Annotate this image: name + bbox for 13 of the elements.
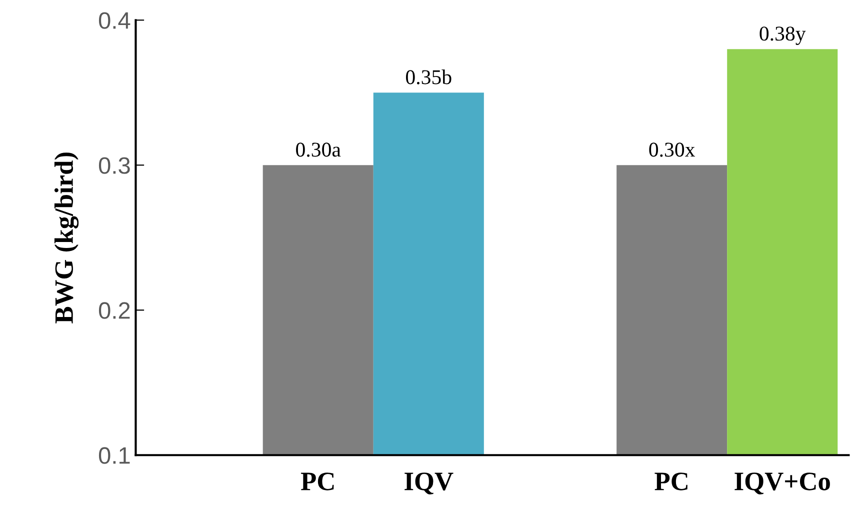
data-label: 0.30x <box>649 142 696 157</box>
y-tick-label: 0.3 <box>98 157 130 174</box>
x-tick-label: IQV+Co <box>734 472 830 494</box>
data-label: 0.30a <box>296 142 341 157</box>
y-tick-label: 0.4 <box>98 12 130 29</box>
x-tick-label: PC <box>654 472 688 490</box>
y-tick-label: 0.2 <box>98 302 130 319</box>
y-tick-label: 0.1 <box>98 447 130 464</box>
data-label: 0.35b <box>406 70 452 84</box>
y-axis-title: BWG (kg/bird) <box>54 152 79 324</box>
data-label: 0.38y <box>760 26 806 45</box>
x-tick-label: PC <box>300 472 334 490</box>
x-tick-label: IQV <box>404 472 454 494</box>
